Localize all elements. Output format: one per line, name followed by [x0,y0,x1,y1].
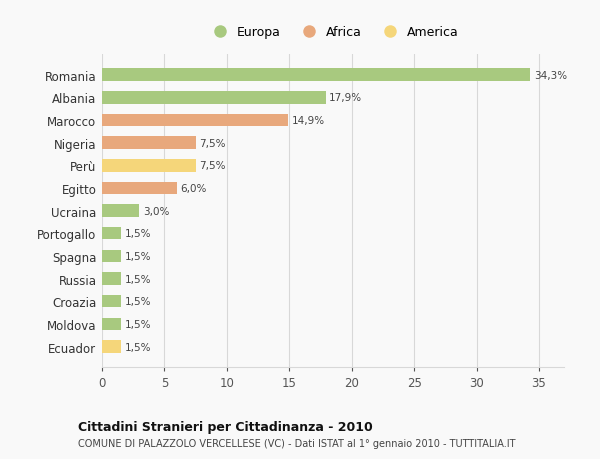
Text: 1,5%: 1,5% [124,342,151,352]
Text: 7,5%: 7,5% [199,161,226,171]
Bar [102,228,121,240]
Text: 1,5%: 1,5% [124,274,151,284]
Bar [102,69,530,82]
Bar [102,205,139,218]
Bar [102,341,121,353]
Text: 34,3%: 34,3% [534,71,567,80]
Bar [102,273,121,285]
Text: 6,0%: 6,0% [181,184,207,194]
Legend: Europa, Africa, America: Europa, Africa, America [205,24,461,42]
Bar [102,318,121,330]
Bar [102,250,121,263]
Text: COMUNE DI PALAZZOLO VERCELLESE (VC) - Dati ISTAT al 1° gennaio 2010 - TUTTITALIA: COMUNE DI PALAZZOLO VERCELLESE (VC) - Da… [78,438,515,448]
Text: Cittadini Stranieri per Cittadinanza - 2010: Cittadini Stranieri per Cittadinanza - 2… [78,420,373,433]
Bar [102,160,196,172]
Text: 3,0%: 3,0% [143,206,170,216]
Bar [102,114,288,127]
Text: 17,9%: 17,9% [329,93,362,103]
Text: 7,5%: 7,5% [199,138,226,148]
Bar [102,92,326,104]
Text: 1,5%: 1,5% [124,297,151,307]
Text: 1,5%: 1,5% [124,319,151,329]
Text: 14,9%: 14,9% [292,116,325,126]
Bar [102,295,121,308]
Bar [102,137,196,150]
Bar [102,182,177,195]
Text: 1,5%: 1,5% [124,252,151,261]
Text: 1,5%: 1,5% [124,229,151,239]
